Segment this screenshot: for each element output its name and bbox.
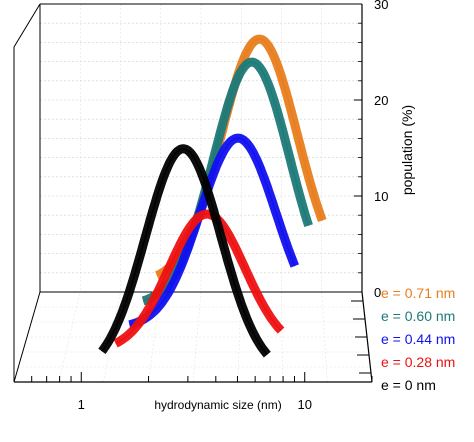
legend-label: e = 0.44 nm bbox=[381, 331, 455, 347]
y-tick-label: 20 bbox=[374, 93, 388, 108]
grid-line bbox=[148, 291, 161, 383]
floor-left-edge bbox=[13, 291, 41, 383]
y-tick-label: 30 bbox=[374, 0, 388, 12]
y-tick-label: 10 bbox=[374, 189, 388, 204]
series-line-thin bbox=[129, 137, 296, 326]
chart-axes: 0 10 20 30 1 10 bbox=[13, 0, 388, 412]
series-line-thin bbox=[101, 148, 268, 356]
chart-series bbox=[98, 34, 327, 358]
chart-grid bbox=[13, 3, 373, 383]
series-line-thin bbox=[115, 213, 282, 345]
y-tick-label: 0 bbox=[374, 285, 381, 300]
grid-line bbox=[281, 291, 283, 383]
legend-label: e = 0.28 nm bbox=[381, 354, 455, 370]
chart-labels: population (%) hydrodynamic size (nm) bbox=[154, 105, 415, 412]
legend-label: e = 0.60 nm bbox=[381, 308, 455, 324]
legend-label: e = 0 nm bbox=[381, 377, 436, 393]
x-tick-label: 1 bbox=[78, 397, 85, 412]
legend-label: e = 0.71 nm bbox=[381, 285, 455, 301]
x-axis-label: hydrodynamic size (nm) bbox=[154, 398, 281, 412]
grid-line bbox=[58, 291, 81, 383]
series-line bbox=[112, 209, 285, 348]
x-tick-label: 10 bbox=[297, 397, 311, 412]
y-axis-label: population (%) bbox=[399, 105, 415, 195]
left-top-edge bbox=[13, 3, 41, 48]
legend: e = 0.71 nm e = 0.60 nm e = 0.44 nm e = 0.2… bbox=[381, 285, 455, 393]
